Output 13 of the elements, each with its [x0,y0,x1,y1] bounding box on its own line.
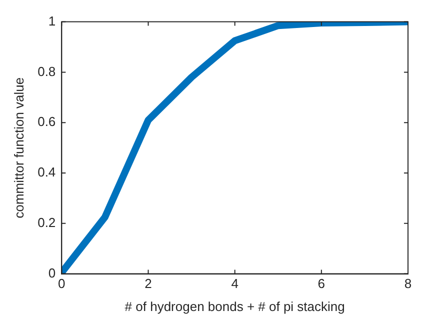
y-tick-label: 1 [48,13,56,28]
y-tick-label: 0.4 [38,164,56,180]
x-tick-label: 4 [231,276,238,292]
y-tick-label: 0.6 [38,114,56,130]
x-tick-label: 2 [144,276,152,292]
y-tick-label: 0 [48,265,56,280]
y-tick-label: 0.8 [38,64,56,79]
x-axis-title: # of hydrogen bonds + # of pi stacking [124,298,345,314]
x-tick-label: 6 [318,276,326,292]
y-axis-title: committor function value [11,77,26,218]
x-tick-label: 0 [58,276,66,292]
y-tick-label: 0.2 [38,214,56,230]
x-tick-label: 8 [404,276,412,292]
